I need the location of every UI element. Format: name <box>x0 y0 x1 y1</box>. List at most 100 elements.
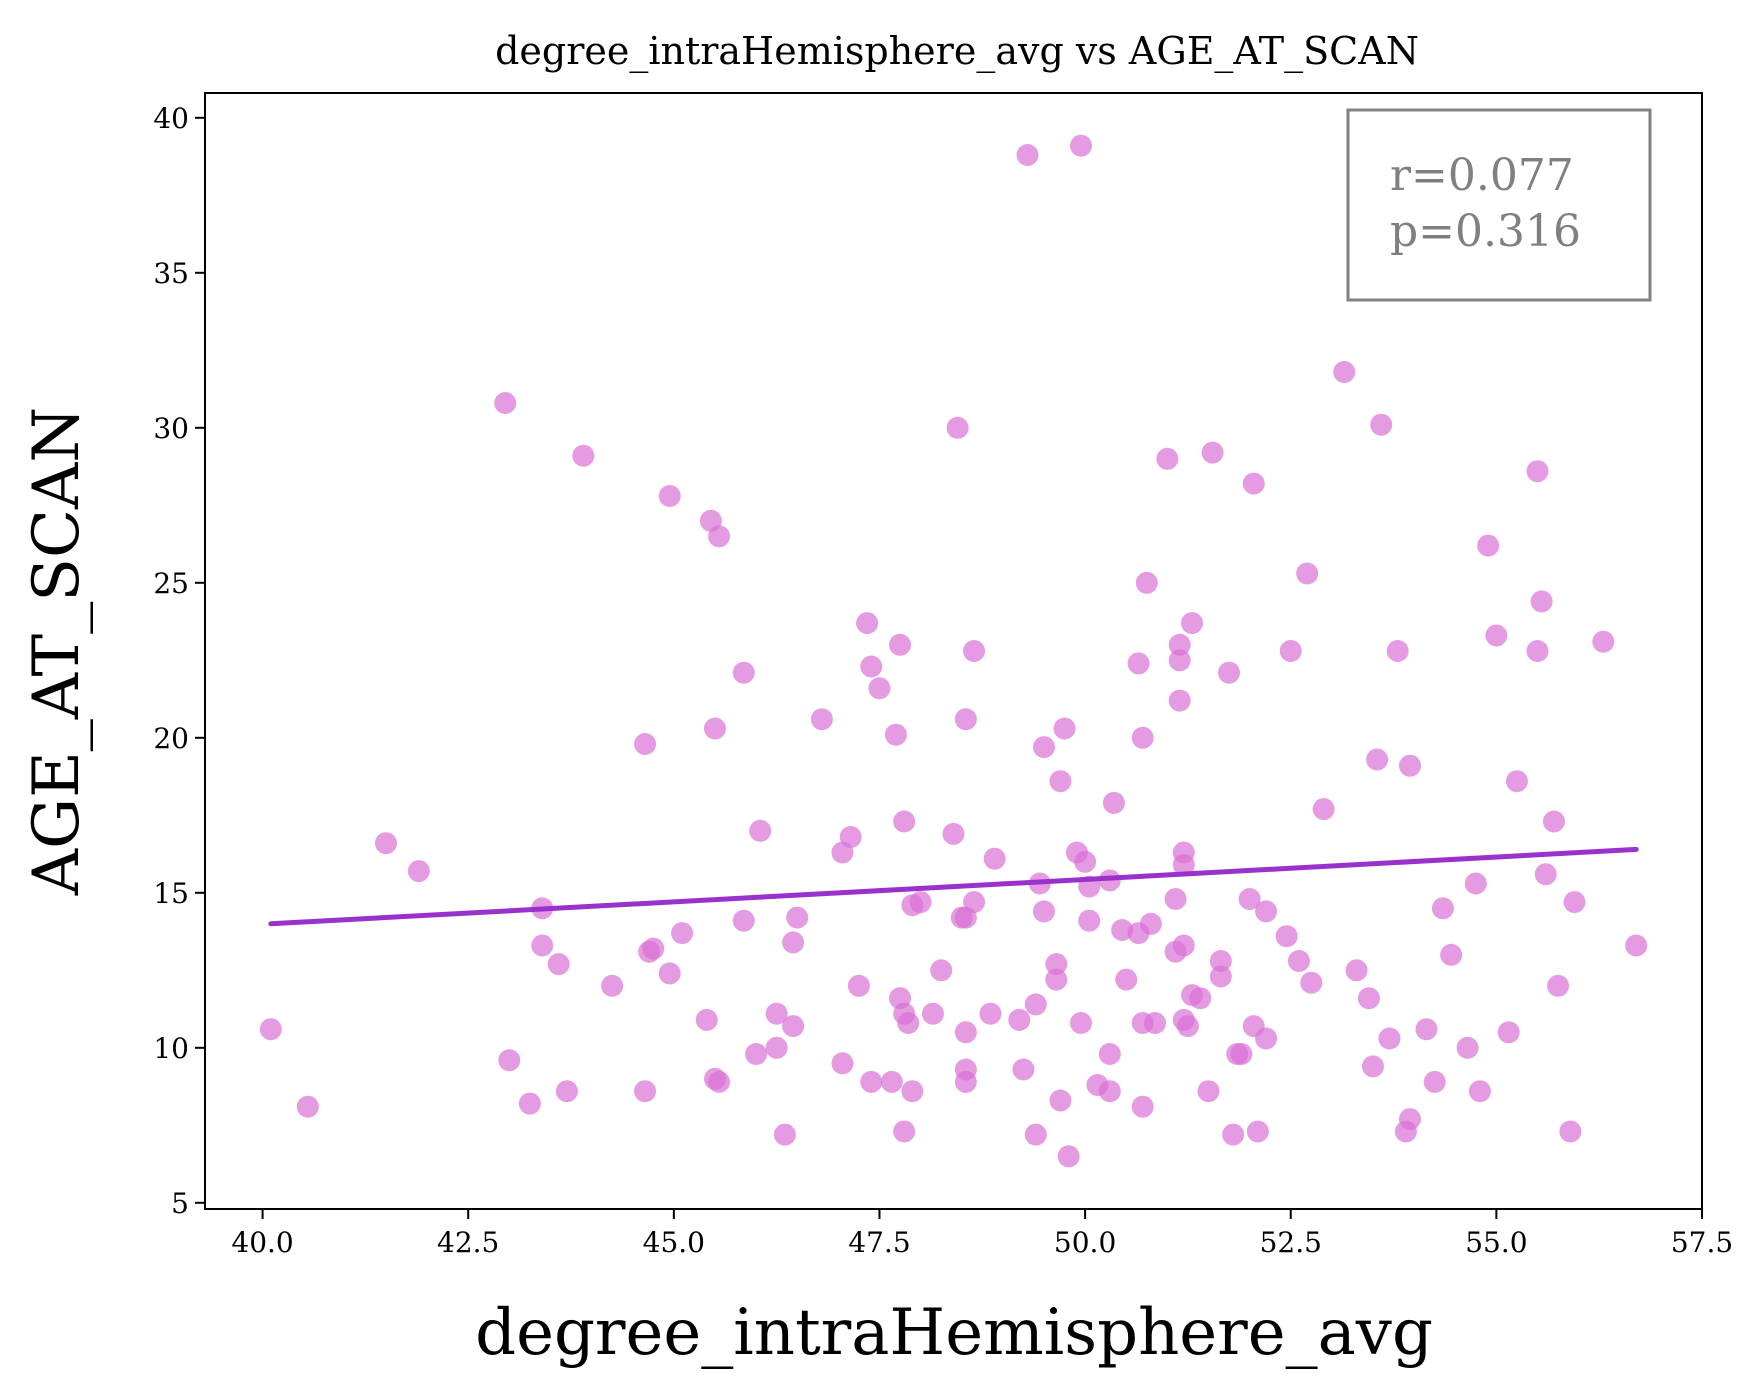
data-point <box>946 416 969 439</box>
data-point <box>555 1080 578 1103</box>
x-tick-label: 50.0 <box>1054 1226 1116 1259</box>
data-point <box>1069 1012 1092 1034</box>
stats-p-value: p=0.316 <box>1390 206 1581 257</box>
y-tick-label: 15 <box>153 877 189 910</box>
data-point <box>1156 447 1179 470</box>
data-point <box>1361 1055 1384 1078</box>
data-point <box>1592 630 1615 653</box>
data-point <box>1144 1012 1167 1034</box>
y-tick-label: 10 <box>153 1032 189 1065</box>
data-point <box>782 931 805 954</box>
data-point <box>1440 943 1463 966</box>
data-point <box>856 612 879 635</box>
y-tick-label: 25 <box>153 567 189 600</box>
data-point <box>1098 1043 1121 1065</box>
y-tick-label: 35 <box>153 257 189 290</box>
data-point <box>296 1095 319 1118</box>
data-point <box>1218 661 1241 684</box>
data-point <box>1279 640 1302 662</box>
data-point <box>1530 590 1553 613</box>
data-point <box>518 1092 541 1115</box>
data-point <box>1172 934 1195 957</box>
data-point <box>1049 1089 1072 1112</box>
data-point <box>572 444 595 467</box>
y-axis-ticks: 5 10 15 20 25 30 35 40 <box>153 102 205 1220</box>
y-tick-label: 30 <box>153 412 189 445</box>
x-tick-label: 42.5 <box>437 1226 499 1259</box>
data-point <box>1357 987 1380 1010</box>
data-point <box>708 1070 731 1093</box>
data-point <box>979 1002 1002 1025</box>
data-point <box>1053 717 1076 740</box>
data-point <box>1135 571 1158 594</box>
data-point <box>1057 1145 1080 1168</box>
data-point <box>1456 1036 1479 1059</box>
data-point <box>1074 850 1097 873</box>
x-tick-label: 57.5 <box>1671 1226 1733 1259</box>
data-point <box>1111 919 1134 941</box>
data-point <box>963 640 986 662</box>
data-point <box>1423 1070 1446 1093</box>
data-point <box>1275 925 1298 948</box>
data-point <box>860 655 883 678</box>
data-point <box>909 891 932 914</box>
regression-line <box>268 846 1639 927</box>
data-point <box>893 1120 916 1143</box>
data-point <box>1526 460 1549 483</box>
data-point <box>930 959 953 982</box>
data-point <box>1505 770 1528 793</box>
data-point <box>1168 689 1191 712</box>
data-point <box>1238 888 1261 910</box>
data-point <box>954 708 977 731</box>
data-point <box>1181 612 1204 635</box>
stats-annotation: r=0.077 p=0.316 <box>1346 108 1652 302</box>
plot-frame <box>204 92 1703 1210</box>
x-tick-label: 47.5 <box>848 1226 910 1259</box>
data-point <box>1625 934 1648 957</box>
data-point <box>868 677 891 700</box>
data-point <box>847 974 870 997</box>
data-point <box>765 1036 788 1059</box>
data-point <box>1024 1123 1047 1146</box>
data-point <box>897 1012 920 1034</box>
data-point <box>374 832 397 855</box>
data-point <box>1468 1080 1491 1103</box>
stats-annotation-frame <box>1346 108 1652 302</box>
data-point <box>880 1070 903 1093</box>
data-point <box>1333 361 1356 383</box>
data-point <box>1386 640 1409 662</box>
data-point <box>1242 472 1265 495</box>
data-point <box>407 860 430 883</box>
data-point <box>1534 863 1557 886</box>
data-point <box>1045 953 1068 976</box>
data-point <box>1012 1058 1035 1081</box>
x-tick-label: 45.0 <box>643 1226 705 1259</box>
data-point <box>1547 974 1570 997</box>
data-point <box>749 819 772 842</box>
data-point <box>786 906 809 929</box>
data-point <box>1098 1080 1121 1103</box>
data-point <box>1300 971 1323 994</box>
x-axis-label: degree_intraHemisphere_avg <box>475 1296 1433 1370</box>
data-point <box>601 974 624 997</box>
data-point <box>1176 1015 1199 1038</box>
data-point <box>810 708 833 731</box>
data-point <box>1230 1043 1253 1065</box>
data-point <box>1045 968 1068 991</box>
data-point <box>1078 909 1101 932</box>
data-point <box>531 934 554 957</box>
x-tick-label: 52.5 <box>1260 1226 1322 1259</box>
data-point <box>1131 726 1154 749</box>
data-point <box>921 1002 944 1025</box>
data-point <box>1127 652 1150 675</box>
data-point <box>1024 993 1047 1016</box>
data-point <box>831 1052 854 1075</box>
data-point <box>1246 1120 1269 1143</box>
data-point <box>1378 1027 1401 1050</box>
data-point <box>1069 134 1092 157</box>
data-point <box>1139 912 1162 935</box>
x-axis-ticks: 40.0 42.5 45.0 47.5 50.0 52.5 55.0 57.5 <box>231 1209 1733 1259</box>
data-point <box>1563 891 1586 914</box>
data-point <box>1485 624 1508 647</box>
